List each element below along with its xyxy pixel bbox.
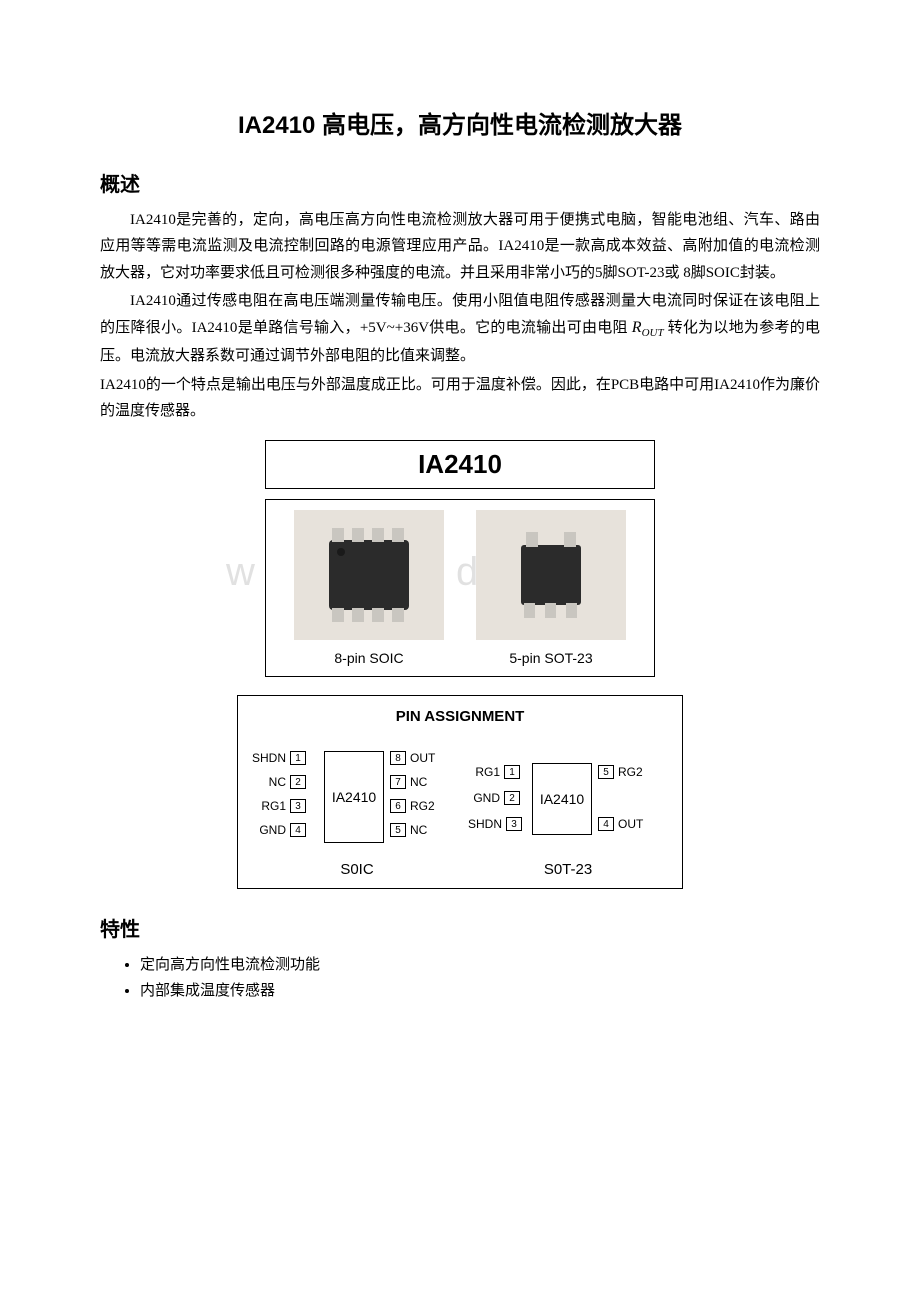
pin-num: 3 <box>290 799 306 813</box>
pin-name: GND <box>468 791 500 805</box>
pin-name: NC <box>410 823 427 837</box>
soic-body: IA2410 <box>324 751 384 843</box>
pin-name: GND <box>252 823 286 837</box>
sot23-body: IA2410 <box>532 763 592 835</box>
pin-name: NC <box>252 775 286 789</box>
figure-title-bar: IA2410 <box>265 440 655 489</box>
pin-num: 2 <box>504 791 520 805</box>
chip-sot23-image <box>476 510 626 640</box>
sot23-pin-3: SHDN 3 <box>468 817 526 831</box>
overview-para-2: IA2410通过传感电阻在高电压端测量传输电压。使用小阻值电阻传感器测量大电流同… <box>100 288 820 370</box>
soic-pin-2: NC 2 <box>252 775 310 789</box>
pin-name: RG1 <box>252 799 286 813</box>
soic-pin-5: 5 NC <box>386 823 427 837</box>
formula-subscript: OUT <box>642 327 664 339</box>
pin-num: 6 <box>390 799 406 813</box>
soic-pin-6: 6 RG2 <box>386 799 435 813</box>
soic-pin-3: RG1 3 <box>252 799 310 813</box>
chip-soic-caption: 8-pin SOIC <box>334 650 403 666</box>
pin-num: 5 <box>390 823 406 837</box>
overview-para-1: IA2410是完善的，定向，高电压高方向性电流检测放大器可用于便携式电脑，智能电… <box>100 207 820 286</box>
chip-soic-cell: 8-pin SOIC <box>294 510 444 666</box>
sot23-pin-5: 5 RG2 <box>594 765 643 779</box>
sot23-pin-2: GND 2 <box>468 791 524 805</box>
feature-item: 定向高方向性电流检测功能 <box>140 952 820 978</box>
soic-caption: S0IC <box>252 861 462 878</box>
chip-sot23-cell: 5-pin SOT-23 <box>476 510 626 666</box>
chip-sot23-caption: 5-pin SOT-23 <box>509 650 592 666</box>
pin-name: NC <box>410 775 427 789</box>
sot23-pin-4: 4 OUT <box>594 817 643 831</box>
section-overview-heading: 概述 <box>100 168 820 197</box>
soic-pin-1: SHDN 1 <box>252 751 310 765</box>
feature-item: 内部集成温度传感器 <box>140 978 820 1004</box>
sot23-diagram: IA2410 RG1 1 GND 2 SHDN 3 5 RG2 4 OUT <box>468 743 668 853</box>
pin-name: RG2 <box>410 799 435 813</box>
pin-num: 7 <box>390 775 406 789</box>
chip-photos-block: w doc m 8-pin SOIC <box>265 499 655 677</box>
overview-para-3: IA2410的一个特点是输出电压与外部温度成正比。可用于温度补偿。因此，在PCB… <box>100 372 820 425</box>
soic-pin-7: 7 NC <box>386 775 427 789</box>
pin-num: 8 <box>390 751 406 765</box>
pin-name: RG2 <box>618 765 643 779</box>
pin-name: OUT <box>618 817 643 831</box>
pin-num: 4 <box>598 817 614 831</box>
page-title: IA2410 高电压，高方向性电流检测放大器 <box>100 105 820 140</box>
figures-container: IA2410 w doc m 8-pin SOIC <box>100 440 820 889</box>
pin-num: 5 <box>598 765 614 779</box>
pin-name: OUT <box>410 751 435 765</box>
pin-name: SHDN <box>252 751 286 765</box>
sot23-diagram-wrap: IA2410 RG1 1 GND 2 SHDN 3 5 RG2 4 OUT S0T-23 <box>468 743 668 878</box>
sot23-pin-1: RG1 1 <box>468 765 524 779</box>
sot23-caption: S0T-23 <box>468 861 668 878</box>
pin-num: 3 <box>506 817 522 831</box>
features-list: 定向高方向性电流检测功能 内部集成温度传感器 <box>100 952 820 1005</box>
pin-name: SHDN <box>468 817 502 831</box>
formula-variable: R <box>632 319 642 336</box>
soic-pin-8: 8 OUT <box>386 751 435 765</box>
pin-assignment-block: PIN ASSIGNMENT IA2410 SHDN 1 NC 2 RG1 3 GND… <box>237 695 683 889</box>
pin-num: 4 <box>290 823 306 837</box>
pin-assignment-title: PIN ASSIGNMENT <box>252 708 668 725</box>
watermark-text-left: w <box>226 550 257 595</box>
soic-diagram-wrap: IA2410 SHDN 1 NC 2 RG1 3 GND 4 8 OUT 7 NC 6 RG2… <box>252 743 462 878</box>
pin-name: RG1 <box>468 765 500 779</box>
pin-num: 1 <box>290 751 306 765</box>
soic-pin-4: GND 4 <box>252 823 310 837</box>
soic-diagram: IA2410 SHDN 1 NC 2 RG1 3 GND 4 8 OUT 7 NC 6 RG2… <box>252 743 462 853</box>
section-features-heading: 特性 <box>100 913 820 942</box>
chip-soic-image <box>294 510 444 640</box>
pin-num: 1 <box>504 765 520 779</box>
pin-num: 2 <box>290 775 306 789</box>
